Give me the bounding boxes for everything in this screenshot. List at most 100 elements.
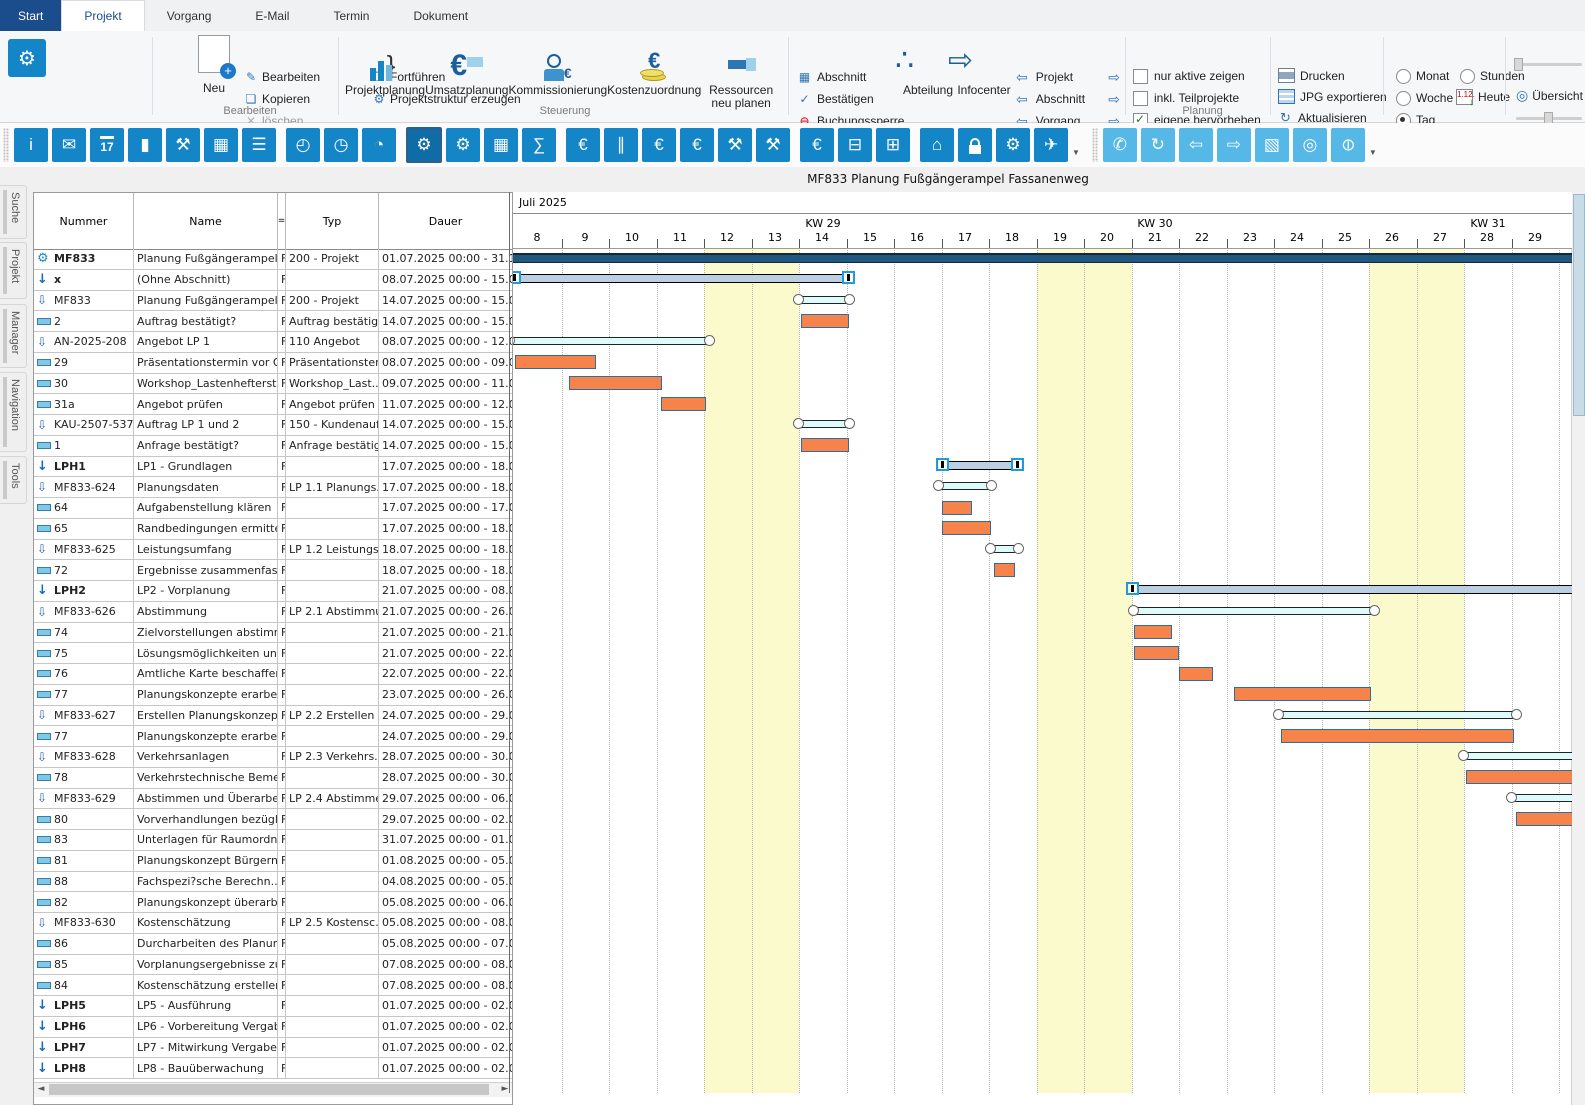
table-row[interactable]: 77 Planungskonzepte erarbei...F 24.07.2025… (34, 726, 512, 747)
uebersicht-button[interactable]: ◎ Übersicht (1516, 87, 1585, 104)
table-row[interactable]: 65 Randbedingungen ermittelnF 17.07.2025 0… (34, 518, 512, 540)
scroll-left-arrow-icon[interactable]: ◄ (37, 1084, 45, 1094)
column-header-name[interactable]: Name (134, 193, 278, 249)
checkbox-inkl--teilprojekte[interactable]: inkl. Teilprojekte (1133, 90, 1239, 106)
table-row[interactable]: 85 Vorplanungsergebnisse zu...F 07.08.2025… (34, 954, 512, 976)
schedule-grid-icon[interactable]: ▦ (484, 128, 518, 162)
gantt-bar-summary[interactable] (985, 542, 1024, 554)
table-row[interactable]: ↓ LPH2 LP2 - VorplanungF 21.07.2025 00:00 -… (34, 581, 512, 602)
prev-vorgang-arrow-icon[interactable]: ⇦ (1016, 112, 1028, 129)
toolbar-overflow-caret-icon[interactable]: ▼ (1072, 147, 1080, 157)
abteilung-button[interactable]: ∴ Abteilung (895, 37, 960, 98)
gantt-bar-task[interactable] (801, 438, 849, 453)
arrow-left-icon[interactable]: ⇦ (1178, 128, 1213, 162)
gantt-bar-task[interactable] (1134, 645, 1179, 660)
table-row[interactable]: 75 Lösungsmöglichkeiten unt...F 21.07.2025… (34, 643, 512, 664)
checkbox-icon[interactable] (1133, 68, 1148, 84)
umsatzplanung-button[interactable]: € Umsatzplanung (425, 35, 508, 110)
table-row[interactable]: 78 Verkehrstechnische Beme...F 28.07.2025 … (34, 767, 512, 789)
lock-icon[interactable] (958, 128, 992, 162)
column-header-flag[interactable]: = (278, 193, 286, 249)
column-header-typ[interactable]: Typ (286, 193, 379, 249)
sum-icon[interactable]: ∑ (522, 128, 556, 162)
gantt-bar-summary[interactable] (793, 418, 855, 429)
vertical-scrollbar[interactable] (1571, 192, 1585, 1105)
chart-time-icon[interactable]: ◔ (362, 128, 396, 162)
gantt-bar-summary[interactable] (513, 335, 715, 346)
table-row[interactable]: 81 Planungskonzept Bürgern...F 01.08.2025 … (34, 850, 512, 872)
table-row[interactable]: ⇩ MF833-627 Erstellen PlanungskonzeptFLP 2… (34, 705, 512, 727)
next-vorgang-arrow-icon[interactable]: ⇨ (1108, 112, 1120, 129)
time-add-icon[interactable]: ◴ (286, 128, 320, 162)
prev-projekt-arrow-icon[interactable]: ⇦ (1016, 68, 1028, 85)
gantt-bar-summary[interactable] (1128, 604, 1380, 616)
table-row[interactable]: ⇩ MF833-625 LeistungsumfangFLP 1.2 Leistun… (34, 539, 512, 561)
gantt-bar-selected[interactable] (1126, 582, 1572, 595)
kostenzuordnung-button[interactable]: € Kostenzuordnung (607, 35, 701, 110)
gantt-bar-task[interactable] (1281, 728, 1514, 743)
table-row[interactable]: 84 Kostenschätzung erstellenF 07.08.2025 0… (34, 975, 512, 996)
gears-icon[interactable]: ⚙ (996, 128, 1030, 162)
table-row[interactable]: ↓x(Ohne Abschnitt)F08.07.2025 00:00 - 15… (34, 269, 512, 291)
best-tigen-button[interactable]: ✓ Bestätigen (797, 90, 873, 108)
mail-icon[interactable]: ✉ (52, 128, 86, 162)
ribbon-tab-dokument[interactable]: Dokument (413, 8, 469, 23)
gantt-bar-task[interactable] (569, 376, 662, 390)
euro-return-icon[interactable]: € (800, 128, 834, 162)
arrow-right-icon[interactable]: ⇨ (1216, 128, 1251, 162)
gantt-bar-project[interactable] (513, 253, 1572, 263)
jpg-exportieren-button[interactable]: JPG exportieren (1278, 88, 1387, 105)
kopieren-button[interactable]: ❏ Kopieren (244, 90, 310, 108)
scrollbar-thumb[interactable] (1573, 194, 1585, 416)
user-wrench-icon[interactable]: ⚒ (756, 128, 790, 162)
radio-icon[interactable] (1396, 90, 1411, 106)
gantt-bar-task[interactable] (1134, 625, 1172, 639)
new-button[interactable]: Neu (192, 35, 236, 103)
table-row[interactable]: ⇩ MF833-626 AbstimmungFLP 2.1 Abstimmu...2… (34, 601, 512, 623)
projektplanung-button[interactable]: } Projektplanung (345, 35, 425, 110)
column-header-dauer[interactable]: Dauer (428, 214, 463, 228)
gantt-bar-task[interactable] (994, 562, 1015, 577)
sidebar-tab-suche[interactable]: Suche (0, 185, 27, 239)
gantt-bar-summary[interactable] (1273, 708, 1522, 720)
euro-invoice-icon[interactable]: € (680, 128, 714, 162)
table-row[interactable]: ↓ LPH8 LP8 - BauüberwachungF 01.07.2025 00:… (34, 1058, 512, 1079)
bearbeiten-button[interactable]: ✎ Bearbeiten (244, 68, 320, 86)
sidebar-tab-tools[interactable]: Tools (0, 456, 27, 504)
scroll-right-arrow-icon[interactable]: ► (501, 1084, 509, 1094)
table-row[interactable]: 82 Planungskonzept überarb...F 05.08.2025 … (34, 892, 512, 913)
heute-button[interactable]: 1.12.Heute (1456, 89, 1510, 108)
gantt-bar-summary[interactable] (933, 480, 997, 492)
info-icon[interactable]: i (14, 128, 48, 162)
table-row[interactable]: 29 Präsentationstermin vor OrtFPräsentati… (34, 352, 512, 374)
column-header-nummer[interactable]: Nummer (34, 193, 134, 249)
radio-woche[interactable]: Woche (1396, 90, 1453, 106)
ribbon-tab-start[interactable]: Start (0, 0, 62, 31)
magnifier-icon[interactable]: ◎ (1292, 128, 1327, 162)
ribbon-tab-termin[interactable]: Termin (333, 8, 370, 23)
table-row[interactable]: ⇩ MF833-628 VerkehrsanlagenFLP 2.3 Verkehr… (34, 747, 512, 768)
projektstruktur-erzeugen-button[interactable]: ⚙ Projektstruktur erzeugen (372, 90, 521, 108)
table-row[interactable]: 72 Ergebnisse zusammenfass...F 18.07.2025 … (34, 560, 512, 581)
abschnitt-button[interactable]: ▦ Abschnitt (797, 68, 867, 86)
power-icon[interactable]: ⊖ (1330, 128, 1365, 162)
gantt-bar-selected[interactable] (936, 457, 1024, 471)
table-row[interactable]: ⇩ MF833 Planung Fußgängerampel ...F200 - P… (34, 290, 512, 312)
table-row[interactable]: ⇩ MF833-624 PlanungsdatenFLP 1.1 Planungs.… (34, 477, 512, 498)
cart-icon[interactable]: ⊟ (838, 128, 872, 162)
table-row[interactable]: ⇩ MF833-630 KostenschätzungFLP 2.5 Kostens… (34, 913, 512, 934)
ribbon-tab-projekt[interactable]: Projekt (61, 0, 145, 31)
radio-icon[interactable] (1396, 68, 1411, 84)
app-menu-button[interactable]: ⚙ (8, 39, 46, 77)
gantt-bar-summary[interactable] (1506, 791, 1572, 803)
table-row[interactable]: 88 Fachspezi?sche Berechn...F 04.08.2025 0… (34, 871, 512, 893)
table-row[interactable]: ↓ LPH1 LP1 - GrundlagenF 17.07.2025 00:00 -… (34, 456, 512, 478)
gantt-bar-selected[interactable] (513, 270, 855, 284)
gantt-bar-summary[interactable] (1458, 750, 1572, 761)
sidebar-tab-manager[interactable]: Manager (0, 304, 27, 368)
table-row[interactable]: ⚙ MF833 Planung Fußgängerampel ...F200 - P… (34, 249, 512, 270)
image-report-icon[interactable]: ▧ (1254, 128, 1289, 162)
table-row[interactable]: ⇩ AN-2025-208 Angebot LP 1F110 Angebot08.0… (34, 332, 512, 353)
